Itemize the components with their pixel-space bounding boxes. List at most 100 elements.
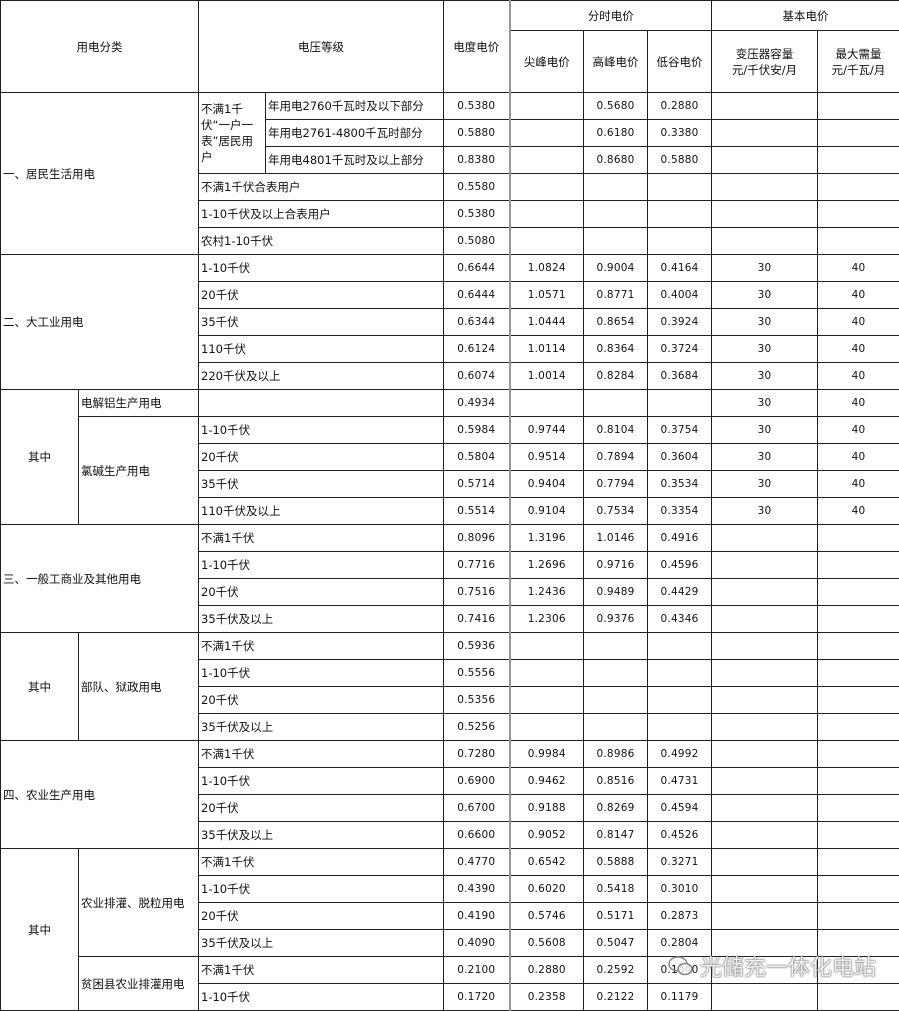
valley-price: 0.3724 <box>648 336 712 363</box>
category-label: 其中 <box>1 390 79 525</box>
voltage-level: 不满1千伏 <box>199 849 444 876</box>
capacity-price: 30 <box>712 444 818 471</box>
energy-price: 0.4190 <box>444 903 510 930</box>
energy-price: 0.8096 <box>444 525 510 552</box>
peak-price <box>584 201 648 228</box>
category-label: 四、农业生产用电 <box>1 741 199 849</box>
category-label: 三、一般工商业及其他用电 <box>1 525 199 633</box>
energy-price: 0.6344 <box>444 309 510 336</box>
valley-price: 0.4004 <box>648 282 712 309</box>
capacity-price: 30 <box>712 417 818 444</box>
capacity-price <box>712 795 818 822</box>
capacity-price <box>712 768 818 795</box>
peak-price <box>584 174 648 201</box>
valley-price: 0.2880 <box>648 93 712 120</box>
valley-price: 0.4164 <box>648 255 712 282</box>
peak-price: 0.5047 <box>584 930 648 957</box>
voltage-level: 35千伏 <box>199 471 444 498</box>
energy-price: 0.5984 <box>444 417 510 444</box>
demand-price <box>818 579 899 606</box>
header-tou-price: 分时电价 <box>510 1 712 31</box>
capacity-price <box>712 93 818 120</box>
voltage-level: 年用电2761-4800千瓦时部分 <box>266 120 444 147</box>
demand-price: 40 <box>818 390 899 417</box>
peak-price: 0.8269 <box>584 795 648 822</box>
voltage-level: 35千伏及以上 <box>199 822 444 849</box>
valley-price <box>648 687 712 714</box>
sharp-peak-price <box>510 201 584 228</box>
peak-price: 0.9489 <box>584 579 648 606</box>
subcategory-label: 部队、狱政用电 <box>79 633 199 741</box>
peak-price: 0.5171 <box>584 903 648 930</box>
demand-price: 40 <box>818 282 899 309</box>
sharp-peak-price: 0.9462 <box>510 768 584 795</box>
demand-price <box>818 606 899 633</box>
demand-price <box>818 849 899 876</box>
peak-price <box>584 228 648 255</box>
capacity-price <box>712 228 818 255</box>
peak-price: 0.8771 <box>584 282 648 309</box>
demand-price <box>818 795 899 822</box>
demand-price <box>818 147 899 174</box>
header-voltage: 电压等级 <box>199 1 444 93</box>
peak-price: 0.9716 <box>584 552 648 579</box>
energy-price: 0.6900 <box>444 768 510 795</box>
energy-price: 0.6124 <box>444 336 510 363</box>
voltage-level: 年用电2760千瓦时及以下部分 <box>266 93 444 120</box>
demand-price: 40 <box>818 309 899 336</box>
sharp-peak-price: 1.2696 <box>510 552 584 579</box>
peak-price: 0.8147 <box>584 822 648 849</box>
sharp-peak-price: 1.2436 <box>510 579 584 606</box>
demand-price <box>818 201 899 228</box>
valley-price <box>648 660 712 687</box>
peak-price: 0.8284 <box>584 363 648 390</box>
voltage-level: 年用电4801千瓦时及以上部分 <box>266 147 444 174</box>
energy-price: 0.4770 <box>444 849 510 876</box>
capacity-price <box>712 822 818 849</box>
valley-price: 0.2804 <box>648 930 712 957</box>
demand-price <box>818 174 899 201</box>
voltage-level: 1-10千伏 <box>199 660 444 687</box>
category-label: 一、居民生活用电 <box>1 93 199 255</box>
valley-price <box>648 201 712 228</box>
sharp-peak-price <box>510 660 584 687</box>
energy-price: 0.8380 <box>444 147 510 174</box>
demand-price: 40 <box>818 444 899 471</box>
demand-price <box>818 633 899 660</box>
peak-price: 0.5418 <box>584 876 648 903</box>
sharp-peak-price <box>510 714 584 741</box>
header-category: 用电分类 <box>1 1 199 93</box>
voltage-level: 35千伏及以上 <box>199 930 444 957</box>
valley-price: 0.3010 <box>648 876 712 903</box>
energy-price: 0.6644 <box>444 255 510 282</box>
header-capacity-line1: 变压器容量 <box>736 47 794 61</box>
peak-price <box>584 633 648 660</box>
sharp-peak-price: 1.2306 <box>510 606 584 633</box>
capacity-price <box>712 660 818 687</box>
capacity-price <box>712 687 818 714</box>
capacity-price <box>712 633 818 660</box>
demand-price: 40 <box>818 255 899 282</box>
sharp-peak-price: 0.9984 <box>510 741 584 768</box>
valley-price: 0.4992 <box>648 741 712 768</box>
valley-price: 0.3924 <box>648 309 712 336</box>
header-peak: 高峰电价 <box>584 31 648 93</box>
peak-price: 0.8516 <box>584 768 648 795</box>
valley-price: 0.4731 <box>648 768 712 795</box>
voltage-level: 1-10千伏 <box>199 552 444 579</box>
header-demand: 最大需量元/千瓦/月 <box>818 31 899 93</box>
demand-price <box>818 660 899 687</box>
demand-price <box>818 876 899 903</box>
energy-price: 0.5380 <box>444 93 510 120</box>
subcategory-label: 氯碱生产用电 <box>79 417 199 525</box>
valley-price: 0.3684 <box>648 363 712 390</box>
voltage-level: 1-10千伏 <box>199 417 444 444</box>
capacity-price <box>712 903 818 930</box>
valley-price: 0.3534 <box>648 471 712 498</box>
peak-price: 0.2122 <box>584 984 648 1011</box>
